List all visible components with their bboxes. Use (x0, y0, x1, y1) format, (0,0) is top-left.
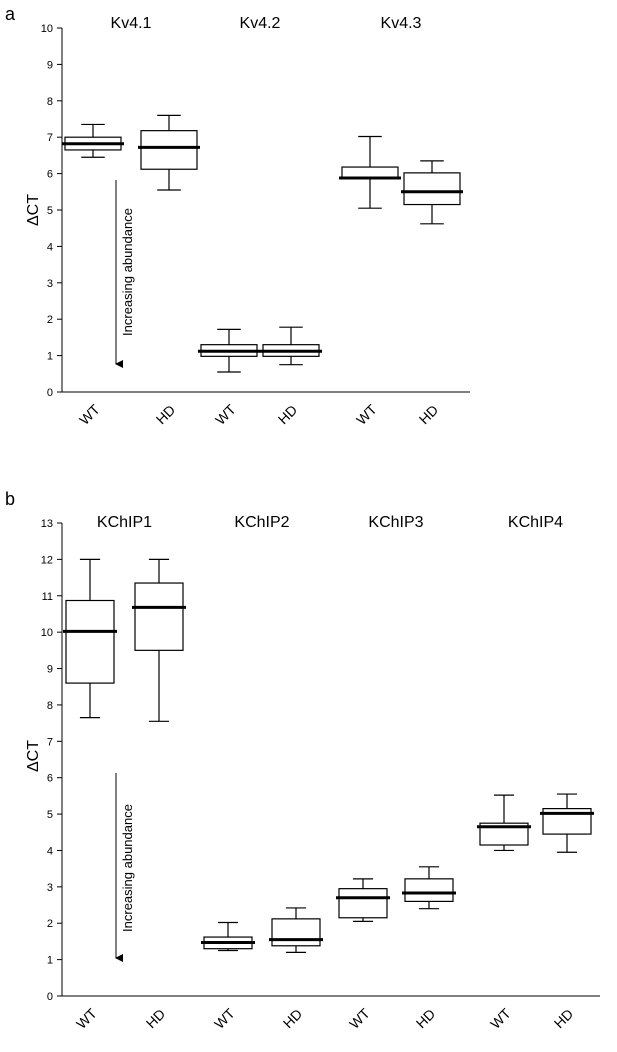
x-tick-label: HD (280, 1006, 306, 1032)
y-tick-label: 3 (47, 278, 53, 290)
x-tick-label: WT (73, 1005, 100, 1032)
group-label: KChIP1 (97, 514, 152, 531)
x-tick-label: HD (275, 402, 301, 428)
y-tick-label: 10 (41, 627, 53, 639)
y-tick-label: 7 (47, 736, 53, 748)
y-tick-label: 0 (47, 387, 53, 399)
x-tick-label: WT (346, 1005, 373, 1032)
y-tick-label: 4 (47, 845, 53, 857)
group-label: KChIP2 (234, 514, 289, 531)
box-iqr (338, 888, 388, 919)
x-tick-label: WT (487, 1005, 514, 1032)
box-Kv4.2-HD (260, 326, 322, 366)
y-tick-label: 2 (47, 314, 53, 326)
y-tick-label: 6 (47, 169, 53, 181)
box-KChIP2-HD (269, 907, 323, 953)
y-tick-label: 8 (47, 700, 53, 712)
x-tick-label: WT (211, 1005, 238, 1032)
box-KChIP4-HD (540, 793, 594, 853)
y-tick-label: 13 (41, 518, 53, 530)
panel-label: b (5, 489, 15, 509)
y-tick-label: 12 (41, 554, 53, 566)
y-tick-label: 0 (47, 991, 53, 1003)
box-iqr (134, 582, 184, 651)
abundance-annotation: Increasing abundance (120, 804, 135, 932)
y-tick-label: 3 (47, 882, 53, 894)
y-tick-label: 9 (47, 59, 53, 71)
y-tick-label: 4 (47, 241, 53, 253)
y-tick-label: 1 (47, 955, 53, 967)
y-axis-label: ΔCT (25, 194, 42, 226)
box-KChIP1-WT (63, 558, 117, 719)
box-Kv4.3-WT (339, 135, 401, 209)
box-iqr (403, 172, 461, 206)
box-iqr (65, 599, 115, 684)
box-Kv4.2-WT (198, 328, 260, 373)
y-tick-label: 10 (41, 23, 53, 35)
box-Kv4.1-WT (62, 123, 124, 158)
abundance-annotation: Increasing abundance (120, 208, 135, 336)
box-Kv4.1-HD (138, 114, 200, 191)
box-Kv4.3-HD (401, 160, 463, 225)
x-tick-label: HD (416, 402, 442, 428)
y-tick-label: 1 (47, 351, 53, 363)
y-tick-label: 8 (47, 96, 53, 108)
x-tick-label: HD (551, 1006, 577, 1032)
y-axis-label: ΔCT (25, 740, 42, 772)
y-tick-label: 7 (47, 132, 53, 144)
x-tick-label: WT (76, 401, 103, 428)
y-tick-label: 5 (47, 205, 53, 217)
box-KChIP4-WT (477, 794, 531, 852)
box-iqr (404, 878, 454, 903)
panel-label: a (5, 4, 16, 24)
group-label: KChIP4 (508, 514, 563, 531)
group-label: Kv4.1 (111, 15, 152, 32)
box-iqr (140, 130, 198, 170)
box-iqr (341, 166, 399, 179)
y-tick-label: 11 (42, 591, 53, 603)
box-KChIP3-HD (402, 866, 456, 910)
panel-a: a 0 1 2 3 4 5 6 7 8 9 10 ΔCT Kv4.1 Kv4.2 Kv4.3 WT HD WT HD W… (5, 4, 470, 428)
box-KChIP2-WT (201, 921, 255, 952)
x-tick-label: WT (353, 401, 380, 428)
y-tick-label: 6 (47, 773, 53, 785)
x-tick-label: HD (413, 1006, 439, 1032)
y-tick-label: 5 (47, 809, 53, 821)
x-tick-label: WT (212, 401, 239, 428)
box-KChIP1-HD (132, 558, 186, 722)
x-tick-label: HD (143, 1006, 169, 1032)
x-tick-label: HD (153, 402, 179, 428)
box-iqr (271, 918, 321, 947)
y-tick-label: 2 (47, 918, 53, 930)
box-KChIP3-WT (336, 878, 390, 923)
group-label: Kv4.2 (240, 15, 281, 32)
group-label: Kv4.3 (381, 15, 422, 32)
y-tick-label: 9 (47, 664, 53, 676)
group-label: KChIP3 (368, 514, 423, 531)
box-iqr (479, 822, 529, 846)
